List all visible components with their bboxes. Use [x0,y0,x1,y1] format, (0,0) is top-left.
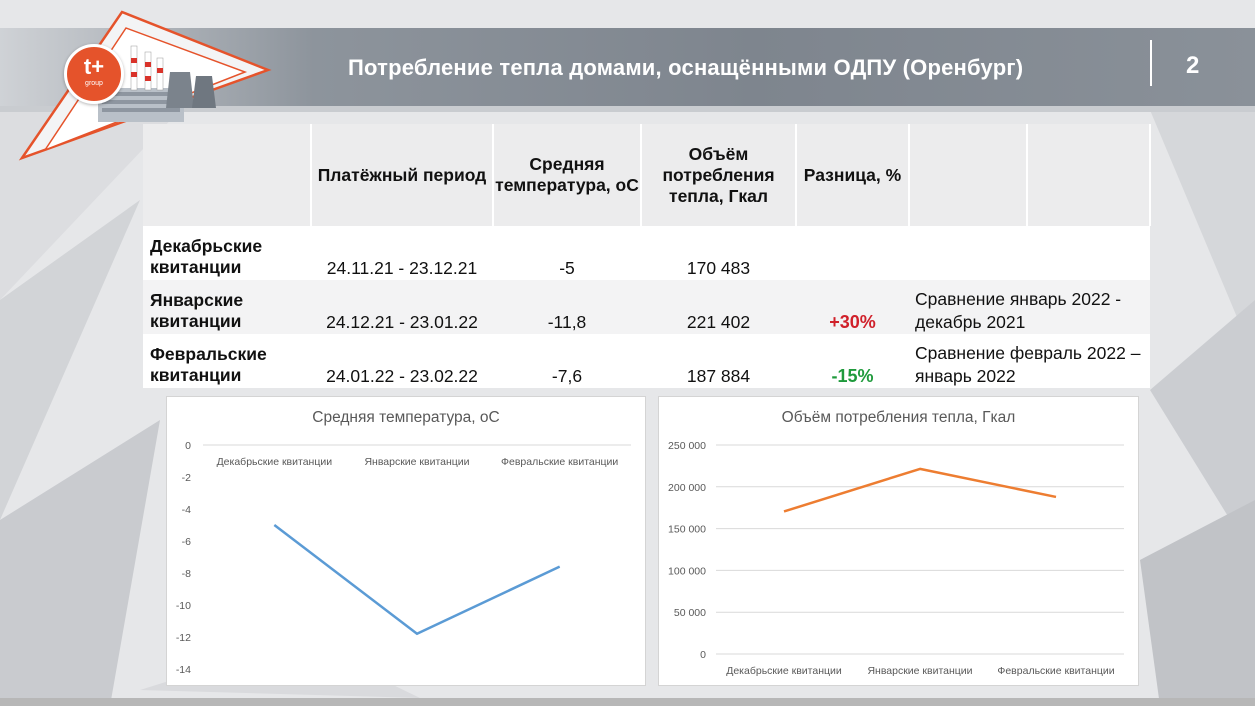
y-tick-label: -14 [176,664,191,676]
x-tick-label: Декабрьские квитанции [217,456,333,468]
y-tick-label: 150 000 [668,524,706,536]
logo-graphic [18,10,272,161]
y-tick-label: 0 [185,440,191,452]
y-tick-label: -12 [176,632,191,644]
temperature-chart: Средняя температура, оС 0 -2 -4 -6 -8 -10 -12 -… [166,396,646,686]
row-label: Февральские квитанции [143,334,311,388]
y-tick-label: -4 [182,504,191,516]
data-table: Платёжный период Средняя температура, оС… [143,124,1151,388]
row-label: Январские квитанции [143,280,311,334]
chart-title: Объём потребления тепла, Гкал [781,409,1016,426]
header-cell-label [143,124,312,226]
y-tick-label: 50 000 [674,607,706,619]
y-tick-label: 200 000 [668,482,706,494]
volume-chart-plot: 0 50 000 100 000 150 000 200 000 250 000 Декаб… [668,440,1124,677]
logo: t+ group [0,0,290,170]
volume-chart: Объём потребления тепла, Гкал 0 50 000 100… [658,396,1139,686]
row-diff: +30% [796,280,909,334]
y-tick-label: -10 [176,600,191,612]
row-volume: 221 402 [641,280,796,334]
x-tick-label: Январские квитанции [867,665,972,677]
series-line [273,524,561,636]
logo-badge: t+ group [64,44,124,104]
series-line [783,467,1057,513]
y-tick-label: 250 000 [668,440,706,452]
row-temp: -7,6 [493,334,641,388]
header-cell-period: Платёжный период [311,124,494,226]
row-temp: -5 [493,226,641,280]
row-diff: -15% [796,334,909,388]
row-period: 24.12.21 - 23.01.22 [311,280,493,334]
table-row: Февральские квитанции 24.01.22 - 23.02.2… [143,334,1150,388]
x-tick-label: Январские квитанции [364,456,469,468]
table-header-row: Платёжный период Средняя температура, оС… [143,124,1151,226]
logo-subtext: group [85,80,103,87]
row-diff [796,226,909,280]
x-tick-label: Декабрьские квитанции [726,665,842,677]
page-number: 2 [1186,52,1200,79]
y-tick-label: -6 [182,536,191,548]
y-tick-label: -8 [182,568,191,580]
chart-title: Средняя температура, оС [312,409,500,426]
header-cell-temp: Средняя температура, оС [493,124,642,226]
row-note: Сравнение январь 2022 - декабрь 2021 [909,280,1150,334]
x-tick-label: Февральские квитанции [997,665,1114,677]
row-note: Сравнение февраль 2022 – январь 2022 [909,334,1150,388]
row-note [909,226,1150,280]
table-row: Январские квитанции 24.12.21 - 23.01.22 … [143,280,1150,334]
row-label: Декабрьские квитанции [143,226,311,280]
row-temp: -11,8 [493,280,641,334]
y-tick-label: 0 [700,649,706,661]
header-separator [1150,40,1152,86]
header-cell-extra [1027,124,1151,226]
row-period: 24.11.21 - 23.12.21 [311,226,493,280]
row-volume: 187 884 [641,334,796,388]
x-tick-label: Февральские квитанции [501,456,618,468]
bottom-bar [0,698,1255,706]
header-cell-diff: Разница, % [796,124,910,226]
header-cell-note [909,124,1028,226]
slide-title: Потребление тепла домами, оснащёнными ОД… [348,55,1024,80]
row-period: 24.01.22 - 23.02.22 [311,334,493,388]
header-cell-volume: Объём потребления тепла, Гкал [641,124,797,226]
y-tick-label: -2 [182,472,191,484]
row-volume: 170 483 [641,226,796,280]
temperature-chart-plot: 0 -2 -4 -6 -8 -10 -12 -14 Декабрьские квитанции Я… [176,440,631,676]
table-row: Декабрьские квитанции 24.11.21 - 23.12.2… [143,226,1150,280]
y-tick-label: 100 000 [668,565,706,577]
logo-text: t+ [83,54,105,79]
